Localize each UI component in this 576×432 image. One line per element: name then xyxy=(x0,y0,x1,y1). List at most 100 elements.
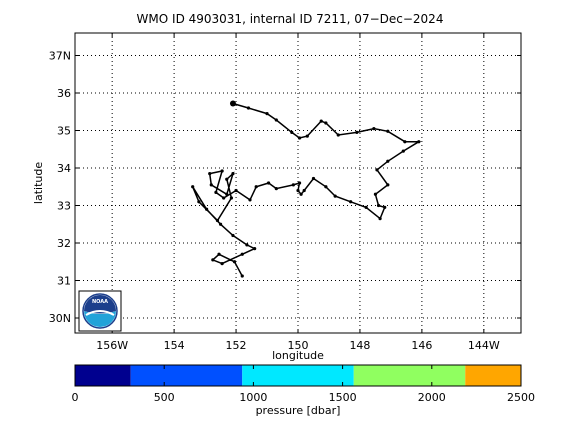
colorbar-tick-label: 500 xyxy=(154,391,175,404)
colorbar-bin xyxy=(465,365,521,386)
trajectory-point xyxy=(253,247,257,251)
trajectory-point xyxy=(324,185,328,189)
trajectory-point xyxy=(214,190,218,194)
x-tick-label: 156W xyxy=(96,339,128,352)
colorbar-bin xyxy=(353,365,466,386)
y-tick-label: 34 xyxy=(57,162,71,175)
trajectory-point xyxy=(240,274,244,278)
x-tick-label: 148 xyxy=(349,339,370,352)
trajectory-point xyxy=(274,187,278,191)
noaa-logo: NOAA xyxy=(78,290,122,332)
noaa-logo-text: NOAA xyxy=(92,299,108,305)
y-tick-label: 33 xyxy=(57,200,71,213)
trajectory-point xyxy=(254,185,258,189)
y-axis-ticks: 30N 31 32 33 34 35 36 37N xyxy=(49,50,521,325)
trajectory-point xyxy=(364,205,368,209)
trajectory-point xyxy=(403,140,407,144)
colorbar-tick-label: 0 xyxy=(72,391,79,404)
x-axis-label: longitude xyxy=(272,349,324,362)
trajectory-point xyxy=(229,196,234,200)
trajectory-point xyxy=(333,194,337,198)
trajectory-point xyxy=(311,176,316,181)
colorbar-frame xyxy=(74,364,522,387)
trajectory-point xyxy=(222,196,226,200)
y-tick-label: 37N xyxy=(49,50,71,63)
trajectory-point xyxy=(211,258,215,262)
trajectory-point xyxy=(246,106,251,110)
colorbar-bin xyxy=(130,365,243,386)
trajectory-point xyxy=(349,200,353,204)
colorbar-ticks: 0 500 1000 1500 2000 2500 xyxy=(72,365,535,404)
trajectory-point xyxy=(383,205,387,209)
trajectory-point xyxy=(225,192,229,196)
colorbar-tick-label: 1000 xyxy=(239,391,267,404)
x-tick-label: 150 xyxy=(288,339,309,352)
trajectory-point xyxy=(375,168,379,172)
trajectory-point xyxy=(373,192,378,196)
trajectory-point xyxy=(386,183,390,187)
colorbar-tick-label: 2000 xyxy=(418,391,446,404)
colorbar-tick-label: 1500 xyxy=(329,391,357,404)
trajectory-start-point xyxy=(229,100,236,107)
trajectory-point xyxy=(225,177,229,181)
trajectory-point xyxy=(336,133,340,137)
trajectory-point xyxy=(378,217,382,221)
trajectory-point xyxy=(376,203,381,208)
trajectory-series xyxy=(191,100,422,278)
trajectory-point xyxy=(297,136,302,140)
y-tick-label: 30N xyxy=(49,312,71,325)
colorbar-bin xyxy=(242,365,354,386)
x-tick-label: 154 xyxy=(164,339,185,352)
trajectory-point xyxy=(205,207,209,211)
trajectory-point xyxy=(386,159,390,163)
trajectory-point xyxy=(218,222,223,226)
trajectory-point xyxy=(372,127,376,131)
trajectory-point xyxy=(231,172,235,176)
trajectory-point xyxy=(215,218,220,223)
trajectory-point xyxy=(208,172,212,176)
trajectory-point xyxy=(231,233,235,238)
trajectory-point xyxy=(209,183,213,187)
x-tick-label: 146 xyxy=(411,339,432,352)
chart-title: WMO ID 4903031, internal ID 7211, 07−Dec… xyxy=(137,12,444,26)
trajectory-point xyxy=(220,169,224,173)
trajectory-point xyxy=(297,181,302,185)
trajectory-point xyxy=(232,260,237,264)
trajectory-point xyxy=(274,118,278,122)
trajectory-point xyxy=(291,183,295,187)
trajectory-point xyxy=(197,200,201,204)
trajectory-point xyxy=(355,130,359,134)
trajectory-point xyxy=(324,121,328,125)
colorbar-bin xyxy=(75,365,131,386)
x-tick-label: 152 xyxy=(226,339,247,352)
pressure-colorbar xyxy=(75,365,521,386)
colorbar-label: pressure [dbar] xyxy=(256,404,341,417)
trajectory-point xyxy=(417,140,421,144)
trajectory-point xyxy=(401,149,405,153)
trajectory-point xyxy=(191,185,195,189)
trajectory-point xyxy=(296,188,300,193)
trajectory-point xyxy=(217,252,221,256)
trajectory-point xyxy=(248,198,252,202)
trajectory-point xyxy=(266,181,271,185)
colorbar-tick-label: 2500 xyxy=(507,391,535,404)
trajectory-point xyxy=(240,252,244,256)
trajectory-point xyxy=(290,130,294,134)
y-tick-label: 31 xyxy=(57,275,71,288)
trajectory-point xyxy=(305,134,309,138)
x-tick-label: 144W xyxy=(468,339,500,352)
y-tick-label: 36 xyxy=(57,87,71,100)
y-axis-label: latitude xyxy=(32,162,45,204)
y-tick-label: 35 xyxy=(57,125,71,138)
trajectory-point xyxy=(234,188,238,193)
trajectory-point xyxy=(386,129,390,133)
trajectory-point xyxy=(302,188,306,193)
trajectory-point xyxy=(299,192,303,196)
x-axis-ticks: 156W 154 152 150 148 146 144W xyxy=(96,33,500,352)
trajectory-point xyxy=(319,119,323,123)
trajectory-point xyxy=(245,243,249,247)
trajectory-point xyxy=(220,262,224,266)
y-tick-label: 32 xyxy=(57,237,71,250)
trajectory-point xyxy=(265,112,269,116)
